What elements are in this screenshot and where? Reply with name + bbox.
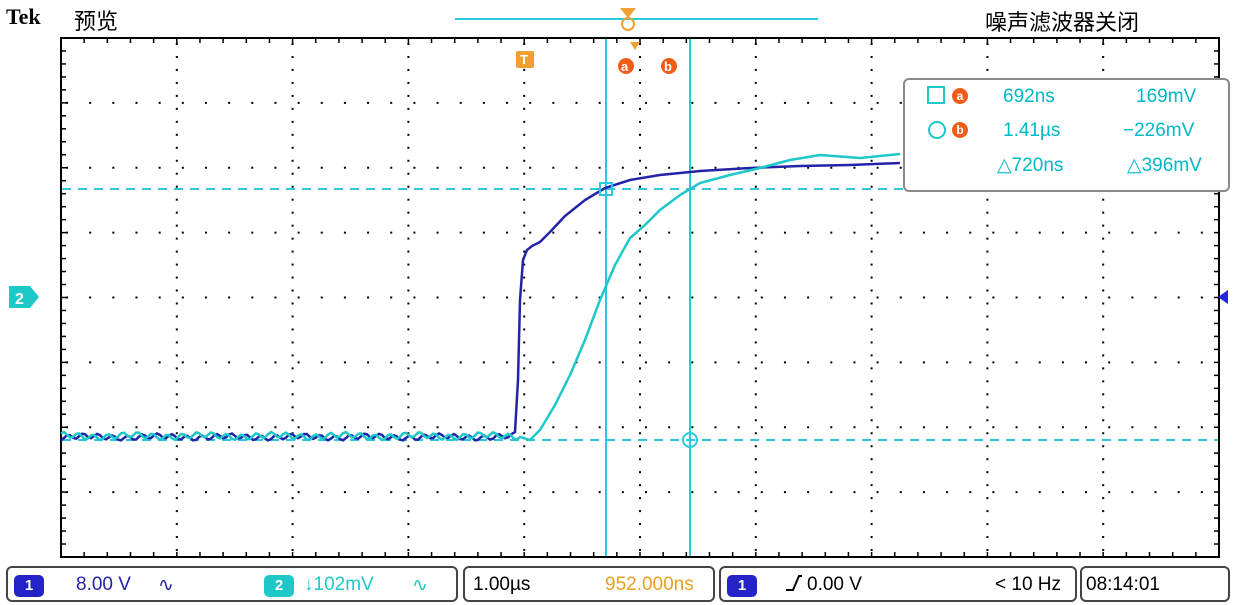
- channel-2-scale: ↓102mV: [304, 574, 374, 595]
- cursor-a-marker[interactable]: a: [618, 58, 634, 74]
- cursor-b-time: 1.41µs: [1003, 120, 1061, 141]
- channel-2-coupling-icon: ∿: [412, 575, 428, 596]
- channel-settings-box[interactable]: 1 8.00 V ∿ 2 ↓102mV ∿: [6, 566, 458, 602]
- cursor-delta-voltage: △396mV: [1127, 155, 1202, 176]
- cursor-a-square-icon: [599, 182, 613, 196]
- trigger-marker-label: T: [520, 52, 528, 67]
- cursor-b-voltage: −226mV: [1123, 120, 1195, 141]
- cursor-a-square-icon: [927, 86, 945, 110]
- trigger-position-icon[interactable]: [620, 8, 636, 31]
- horizontal-position: 952.000ns: [605, 574, 694, 595]
- trigger-level: 0.00 V: [807, 574, 862, 595]
- channel-1-badge[interactable]: 1: [14, 575, 44, 597]
- horizontal-settings-box[interactable]: 1.00µs 952.000ns: [463, 566, 715, 602]
- channel-2-ground-marker[interactable]: 2: [9, 286, 39, 308]
- cursor-b-circle-icon: [682, 432, 698, 448]
- cursor-b-marker[interactable]: b: [661, 58, 677, 74]
- cursor-b-circle-icon: [927, 120, 947, 146]
- header-bar: Tek 预览 噪声滤波器关闭: [0, 0, 1233, 38]
- trigger-source-badge[interactable]: 1: [727, 575, 757, 597]
- trigger-frequency: < 10 Hz: [995, 574, 1062, 595]
- cursor-a-time: 692ns: [1003, 86, 1055, 107]
- cursor-delta-time: △720ns: [997, 155, 1064, 176]
- channel-1-coupling-icon: ∿: [158, 575, 174, 596]
- trigger-level-arrow-icon[interactable]: [1218, 290, 1228, 304]
- cursor-readout-panel: a 692ns 169mV b 1.41µs −226mV △720ns △39…: [903, 78, 1230, 192]
- acquisition-mode-label: 预览: [74, 10, 119, 35]
- clock-box: 08:14:01: [1080, 566, 1230, 602]
- cursor-b-label: b: [664, 59, 672, 74]
- clock-time: 08:14:01: [1086, 574, 1160, 595]
- status-bar: 1 8.00 V ∿ 2 ↓102mV ∿ 1.00µs 952.000ns 1…: [0, 564, 1233, 605]
- brand-logo: Tek: [6, 4, 41, 29]
- timebase-scale: 1.00µs: [473, 574, 531, 595]
- cursor-a-voltage: 169mV: [1136, 86, 1197, 107]
- trigger-settings-box[interactable]: 1 0.00 V < 10 Hz: [719, 566, 1077, 602]
- channel-2-waveform: [60, 152, 901, 442]
- noise-filter-status: 噪声滤波器关闭: [984, 11, 1139, 36]
- trigger-marker-icon[interactable]: T: [516, 51, 534, 68]
- trigger-arrow-icon: [630, 42, 640, 50]
- channel-1-scale: 8.00 V: [76, 574, 131, 595]
- channel-2-ground-label: 2: [15, 291, 24, 308]
- trigger-slope-icon: [785, 574, 803, 596]
- cursor-a-label: a: [621, 59, 629, 74]
- channel-1-waveform: [60, 161, 901, 442]
- channel-2-badge[interactable]: 2: [264, 575, 294, 597]
